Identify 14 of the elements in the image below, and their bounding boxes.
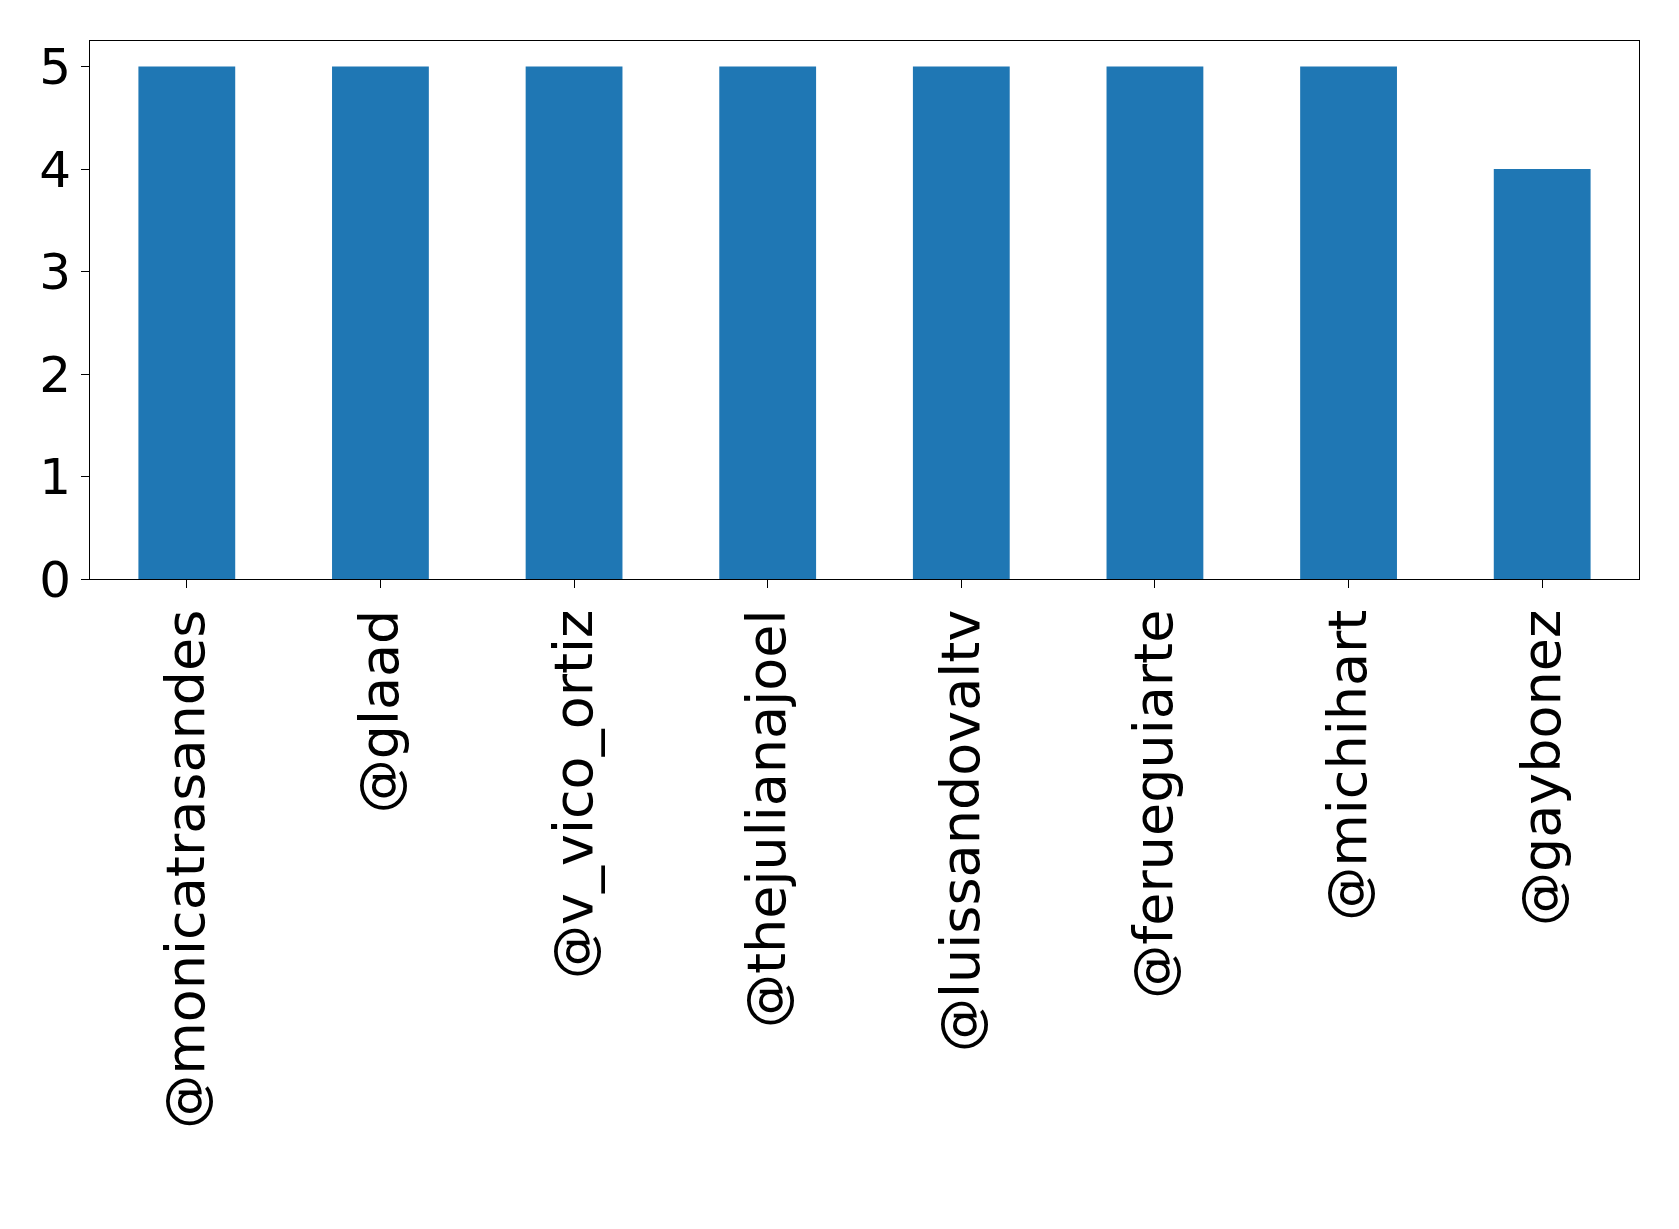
y-tick-label: 1 [39,448,71,507]
y-tick-label: 4 [39,140,71,199]
x-tick-label: @ferueguiarte [1122,609,1186,999]
y-tick-label: 5 [39,38,71,97]
x-tick-label: @luissandovaltv [928,609,992,1052]
x-tick-label: @thejulianajoel [735,609,799,1029]
y-tick-label: 2 [39,345,71,404]
x-tick-label: @monicatrasandes [154,609,218,1129]
x-tick-label: @glaad [347,609,411,814]
y-tick-label: 0 [39,550,71,609]
x-tick-label: @v_vico_ortiz [541,609,605,980]
y-tick-label: 3 [39,243,71,302]
x-tick-label: @gaybonez [1509,609,1573,927]
x-tick-label: @michihart [1316,609,1380,921]
